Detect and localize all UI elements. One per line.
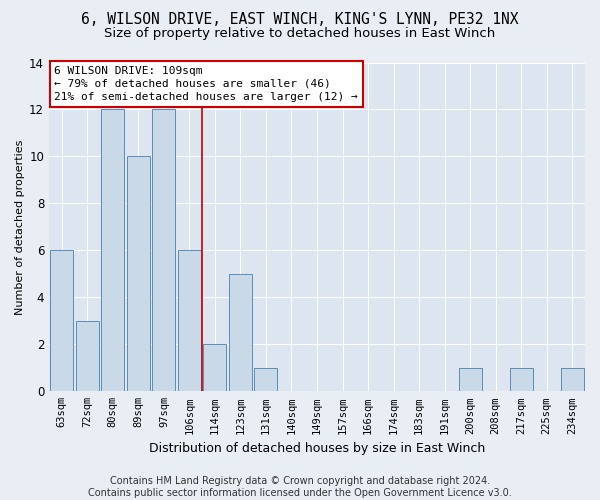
Bar <box>458 368 482 392</box>
Bar <box>229 274 252 392</box>
Bar <box>561 368 584 392</box>
Bar <box>76 321 99 392</box>
Text: Size of property relative to detached houses in East Winch: Size of property relative to detached ho… <box>104 28 496 40</box>
Bar <box>254 368 277 392</box>
Bar <box>152 110 175 392</box>
Bar <box>50 250 73 392</box>
Bar <box>178 250 201 392</box>
X-axis label: Distribution of detached houses by size in East Winch: Distribution of detached houses by size … <box>149 442 485 455</box>
Text: 6 WILSON DRIVE: 109sqm
← 79% of detached houses are smaller (46)
21% of semi-det: 6 WILSON DRIVE: 109sqm ← 79% of detached… <box>55 66 358 102</box>
Text: 6, WILSON DRIVE, EAST WINCH, KING'S LYNN, PE32 1NX: 6, WILSON DRIVE, EAST WINCH, KING'S LYNN… <box>81 12 519 28</box>
Y-axis label: Number of detached properties: Number of detached properties <box>15 139 25 314</box>
Bar <box>510 368 533 392</box>
Bar <box>127 156 150 392</box>
Bar <box>203 344 226 392</box>
Bar <box>101 110 124 392</box>
Text: Contains HM Land Registry data © Crown copyright and database right 2024.
Contai: Contains HM Land Registry data © Crown c… <box>88 476 512 498</box>
